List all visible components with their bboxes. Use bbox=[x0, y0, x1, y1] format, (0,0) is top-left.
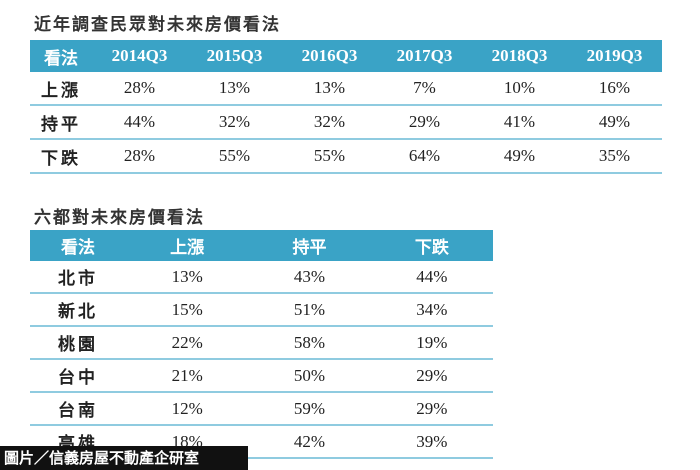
header-cell: 2016Q3 bbox=[282, 40, 377, 72]
table-cell: 16% bbox=[567, 72, 662, 106]
table-cell: 35% bbox=[567, 139, 662, 174]
table-title: 六都對未來房價看法 bbox=[34, 208, 205, 227]
table-cell: 13% bbox=[187, 72, 282, 106]
header-cell: 持平 bbox=[248, 230, 371, 261]
table-cell: 29% bbox=[370, 359, 493, 393]
table-cell: 21% bbox=[126, 359, 249, 393]
header-cell: 2018Q3 bbox=[472, 40, 567, 72]
table-cell: 15% bbox=[126, 293, 249, 327]
table-cell: 55% bbox=[187, 139, 282, 174]
table-row: 持平 44% 32% 32% 29% 41% 49% bbox=[30, 105, 662, 140]
table-cell: 上漲 bbox=[30, 72, 92, 106]
table-cell: 29% bbox=[377, 105, 472, 140]
table-cell: 34% bbox=[370, 293, 493, 327]
table-cell: 51% bbox=[248, 293, 371, 327]
table-cell: 持平 bbox=[30, 105, 92, 140]
table-cell: 32% bbox=[187, 105, 282, 140]
table: 看法 上漲 持平 下跌 北市 13% 43% 44% 新北 15% 51% 34% 桃園 22% 58% 19… bbox=[30, 230, 493, 459]
table-row: 台中 21% 50% 29% bbox=[30, 359, 493, 393]
table-row: 台南 12% 59% 29% bbox=[30, 392, 493, 426]
table-row: 上漲 28% 13% 13% 7% 10% 16% bbox=[30, 72, 662, 106]
table-title: 近年調查民眾對未來房價看法 bbox=[34, 15, 281, 34]
table-row: 新北 15% 51% 34% bbox=[30, 293, 493, 327]
header-row: 看法 上漲 持平 下跌 bbox=[30, 230, 493, 261]
table-cell: 28% bbox=[92, 139, 187, 174]
table-row: 下跌 28% 55% 55% 64% 49% 35% bbox=[30, 139, 662, 174]
table-cell: 13% bbox=[126, 261, 249, 294]
header-cell: 2019Q3 bbox=[567, 40, 662, 72]
table-cell: 49% bbox=[472, 139, 567, 174]
table-cell: 29% bbox=[370, 392, 493, 426]
table-cell: 49% bbox=[567, 105, 662, 140]
table-cell: 13% bbox=[282, 72, 377, 106]
header-cell: 看法 bbox=[30, 230, 126, 261]
table: 看法 2014Q3 2015Q3 2016Q3 2017Q3 2018Q3 2019Q3 上漲… bbox=[30, 40, 662, 174]
table-cell: 新北 bbox=[30, 293, 126, 327]
table-cell: 50% bbox=[248, 359, 371, 393]
table-cell: 64% bbox=[377, 139, 472, 174]
table-cell: 桃園 bbox=[30, 326, 126, 360]
table-cell: 43% bbox=[248, 261, 371, 294]
header-cell: 看法 bbox=[30, 40, 92, 72]
table-cell: 58% bbox=[248, 326, 371, 360]
table-cell: 北市 bbox=[30, 261, 126, 294]
table-cell: 台中 bbox=[30, 359, 126, 393]
table-cell: 28% bbox=[92, 72, 187, 106]
table-cell: 12% bbox=[126, 392, 249, 426]
header-cell: 2015Q3 bbox=[187, 40, 282, 72]
header-cell: 上漲 bbox=[126, 230, 249, 261]
table-cell: 44% bbox=[370, 261, 493, 294]
table-cell: 39% bbox=[370, 425, 493, 459]
table-cell: 44% bbox=[92, 105, 187, 140]
table-cell: 7% bbox=[377, 72, 472, 106]
table-cell: 59% bbox=[248, 392, 371, 426]
header-cell: 2014Q3 bbox=[92, 40, 187, 72]
table-cell: 32% bbox=[282, 105, 377, 140]
table-cell: 22% bbox=[126, 326, 249, 360]
header-row: 看法 2014Q3 2015Q3 2016Q3 2017Q3 2018Q3 2019Q3 bbox=[30, 40, 662, 72]
table-cell: 台南 bbox=[30, 392, 126, 426]
table-cell: 19% bbox=[370, 326, 493, 360]
table-cell: 41% bbox=[472, 105, 567, 140]
table-row: 桃園 22% 58% 19% bbox=[30, 326, 493, 360]
table-cell: 42% bbox=[248, 425, 371, 459]
image-credit: 圖片／信義房屋不動產企研室 bbox=[0, 446, 248, 470]
table-cell: 10% bbox=[472, 72, 567, 106]
header-cell: 2017Q3 bbox=[377, 40, 472, 72]
table-cell: 下跌 bbox=[30, 139, 92, 174]
table-cell: 55% bbox=[282, 139, 377, 174]
header-cell: 下跌 bbox=[370, 230, 493, 261]
table-row: 北市 13% 43% 44% bbox=[30, 261, 493, 294]
